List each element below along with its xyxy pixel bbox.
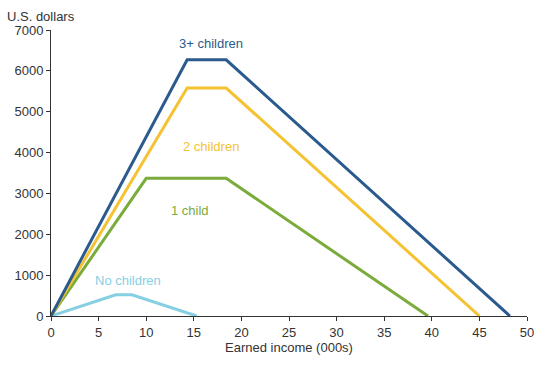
svg-text:5: 5 xyxy=(95,325,102,340)
svg-text:3000: 3000 xyxy=(14,186,43,201)
svg-text:20: 20 xyxy=(234,325,248,340)
svg-text:No children: No children xyxy=(95,273,161,288)
svg-text:10: 10 xyxy=(139,325,153,340)
svg-text:1 child: 1 child xyxy=(171,203,209,218)
svg-text:Earned income (000s): Earned income (000s) xyxy=(225,340,353,355)
svg-text:3+ children: 3+ children xyxy=(179,36,243,51)
svg-text:45: 45 xyxy=(472,325,486,340)
svg-text:50: 50 xyxy=(520,325,534,340)
svg-text:7000: 7000 xyxy=(14,23,43,38)
svg-text:0: 0 xyxy=(47,325,54,340)
svg-text:5000: 5000 xyxy=(14,104,43,119)
svg-text:1000: 1000 xyxy=(14,268,43,283)
svg-text:2000: 2000 xyxy=(14,227,43,242)
svg-text:40: 40 xyxy=(425,325,439,340)
svg-text:30: 30 xyxy=(329,325,343,340)
svg-text:15: 15 xyxy=(187,325,201,340)
svg-text:25: 25 xyxy=(282,325,296,340)
svg-text:2 children: 2 children xyxy=(183,139,239,154)
svg-text:35: 35 xyxy=(377,325,391,340)
svg-text:4000: 4000 xyxy=(14,145,43,160)
svg-text:U.S. dollars: U.S. dollars xyxy=(7,9,75,24)
svg-text:6000: 6000 xyxy=(14,63,43,78)
svg-text:0: 0 xyxy=(36,309,43,324)
